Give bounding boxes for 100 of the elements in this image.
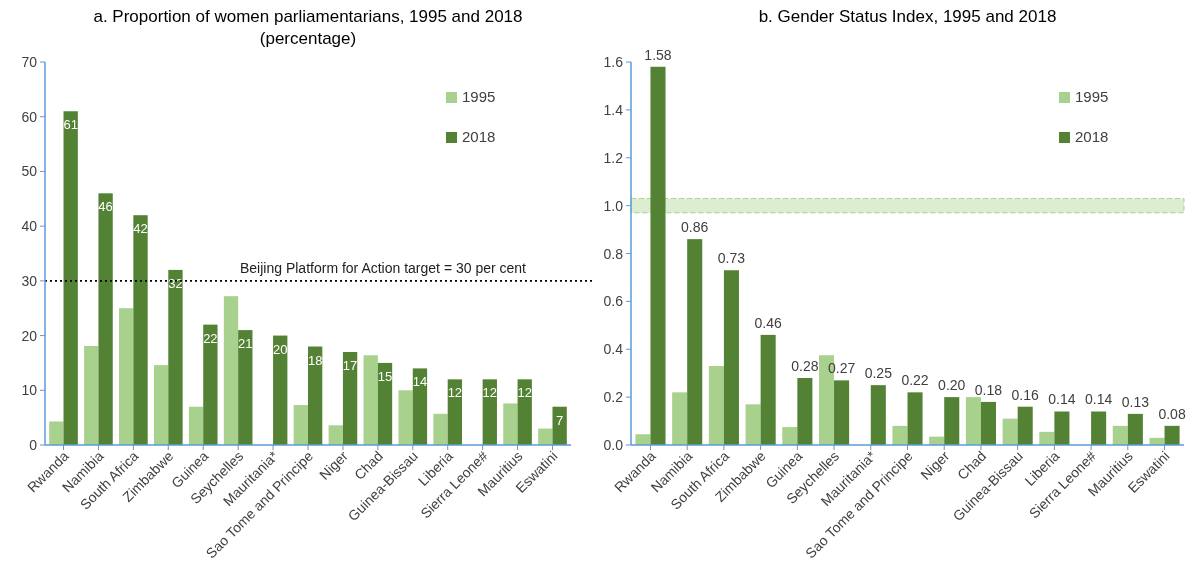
bar — [308, 346, 323, 445]
bar — [687, 239, 703, 445]
bar — [188, 406, 204, 445]
legend-label: 2018 — [1075, 128, 1109, 145]
bar — [1112, 425, 1128, 445]
y-tick-label: 0.6 — [603, 293, 624, 310]
data-label: 0.08 — [1158, 405, 1186, 422]
bar — [238, 330, 253, 445]
data-label: 0.22 — [901, 372, 929, 389]
bar — [398, 390, 413, 445]
bar — [834, 380, 850, 445]
data-label: 12 — [517, 385, 532, 401]
data-label: 18 — [307, 352, 323, 368]
data-label: 12 — [482, 385, 498, 401]
bar — [723, 270, 739, 445]
data-label: 0.14 — [1085, 391, 1113, 408]
data-label: 0.20 — [938, 377, 966, 394]
data-label: 46 — [98, 199, 113, 215]
bar — [363, 355, 378, 445]
bar — [433, 413, 448, 445]
y-tick-label: 1.0 — [603, 197, 624, 214]
bar — [203, 324, 218, 445]
bar — [635, 434, 651, 445]
bar — [223, 296, 239, 445]
data-label: 0.18 — [974, 381, 1003, 398]
bar — [552, 406, 567, 445]
bar — [49, 421, 64, 445]
y-tick-label: 0.0 — [603, 437, 624, 453]
data-label: 0.14 — [1048, 391, 1076, 408]
bar — [63, 111, 78, 445]
data-label: 0.13 — [1121, 393, 1150, 410]
data-label: 42 — [133, 221, 148, 237]
legend-label: 2018 — [462, 128, 496, 145]
data-label: 15 — [377, 368, 393, 384]
y-tick-label: 40 — [21, 218, 38, 235]
ref-line-label: Beijing Platform for Action target = 30 per cent — [240, 259, 527, 276]
y-tick-label: 1.4 — [603, 101, 624, 118]
bar — [1127, 413, 1143, 445]
bar — [482, 379, 497, 445]
chart-title: b. Gender Status Index, 1995 and 2018 — [758, 7, 1057, 26]
data-label: 14 — [412, 374, 428, 390]
bar — [168, 269, 183, 445]
bar — [447, 379, 463, 445]
y-tick-label: 20 — [21, 327, 38, 344]
bar — [1039, 431, 1055, 445]
bar — [342, 351, 358, 445]
bar — [944, 397, 960, 445]
bar — [1002, 418, 1018, 445]
data-label: 21 — [238, 336, 253, 352]
data-label: 0.73 — [717, 250, 746, 267]
bar — [1017, 406, 1033, 445]
data-label: 22 — [203, 330, 218, 346]
bar — [1164, 425, 1180, 445]
data-label: 0.86 — [681, 219, 709, 236]
data-label: 7 — [556, 412, 564, 428]
data-label: 12 — [447, 385, 463, 401]
bar — [503, 403, 518, 445]
bar — [980, 401, 996, 445]
bar — [797, 377, 813, 445]
bar — [84, 345, 99, 445]
y-tick-label: 0.8 — [603, 245, 624, 262]
data-label: 0.28 — [791, 357, 819, 374]
bar — [412, 368, 428, 445]
data-label: 0.46 — [754, 314, 782, 331]
bar — [133, 215, 148, 445]
bar — [328, 425, 343, 445]
bar — [119, 308, 134, 445]
bar — [293, 405, 308, 445]
y-tick-label: 50 — [21, 163, 38, 180]
data-label: 17 — [342, 357, 358, 373]
bar — [745, 404, 761, 445]
bar — [870, 385, 886, 445]
y-tick-label: 0 — [29, 437, 38, 453]
y-tick-label: 60 — [21, 108, 38, 125]
bar — [153, 365, 169, 445]
data-label: 61 — [63, 117, 78, 133]
y-tick-label: 1.6 — [603, 54, 624, 70]
bar — [782, 427, 798, 445]
y-tick-label: 70 — [21, 54, 38, 70]
bar — [98, 193, 113, 445]
y-tick-label: 10 — [21, 382, 38, 399]
data-label: 1.58 — [644, 46, 672, 63]
bar — [377, 362, 393, 445]
chart-title: a. Proportion of women parliamentarians, 1995 and 2018 (percentage) — [93, 7, 523, 48]
legend-label: 1995 — [1075, 88, 1109, 105]
bar — [1054, 411, 1070, 445]
data-label: 20 — [273, 341, 288, 357]
y-tick-label: 30 — [21, 272, 38, 289]
bar — [517, 379, 532, 445]
legend-label: 1995 — [462, 88, 496, 105]
bar — [672, 392, 688, 445]
bar — [892, 425, 908, 445]
data-label: 32 — [168, 275, 183, 291]
y-tick-label: 0.2 — [603, 389, 624, 406]
bar — [760, 334, 776, 445]
bar — [1091, 411, 1107, 445]
data-label: 0.16 — [1011, 386, 1040, 403]
bar — [650, 66, 666, 445]
bar — [907, 392, 923, 445]
y-tick-label: 1.2 — [603, 149, 624, 166]
